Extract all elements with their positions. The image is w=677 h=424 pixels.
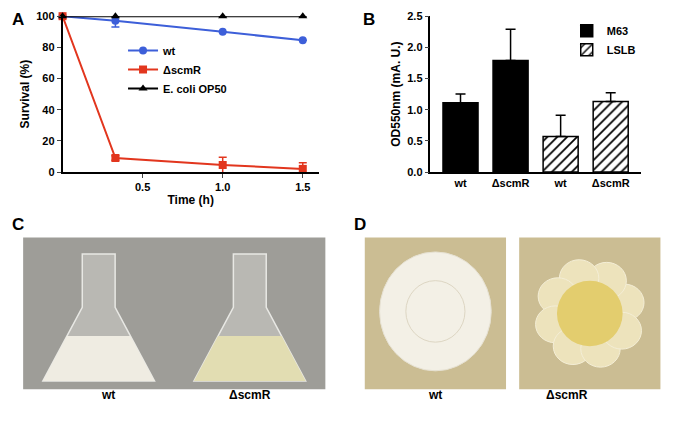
svg-text:1.5: 1.5 (295, 181, 310, 193)
svg-text:wt: wt (428, 388, 442, 402)
svg-text:Time (h): Time (h) (167, 193, 213, 207)
svg-text:ΔscmR: ΔscmR (163, 64, 201, 76)
svg-text:A: A (12, 10, 24, 29)
svg-text:C: C (12, 215, 24, 234)
svg-text:20: 20 (42, 135, 54, 147)
svg-text:Survival (%): Survival (%) (18, 60, 32, 129)
svg-text:1.0: 1.0 (407, 104, 422, 116)
svg-text:LSLB: LSLB (607, 44, 636, 56)
svg-text:ΔscmR: ΔscmR (229, 388, 271, 402)
svg-text:2.0: 2.0 (407, 41, 422, 53)
svg-text:B: B (363, 10, 375, 29)
svg-text:wt: wt (162, 45, 176, 57)
svg-text:2.5: 2.5 (407, 10, 422, 22)
svg-text:ΔscmR: ΔscmR (592, 177, 630, 189)
svg-text:ΔscmR: ΔscmR (492, 177, 530, 189)
svg-text:40: 40 (42, 104, 54, 116)
svg-text:80: 80 (42, 41, 54, 53)
svg-text:100: 100 (36, 10, 54, 22)
svg-text:60: 60 (42, 72, 54, 84)
svg-text:0: 0 (48, 166, 54, 178)
svg-text:D: D (354, 215, 366, 234)
svg-text:1.0: 1.0 (215, 181, 230, 193)
svg-text:M63: M63 (607, 25, 628, 37)
svg-text:0.5: 0.5 (407, 135, 422, 147)
svg-text:1.5: 1.5 (407, 72, 422, 84)
svg-text:ΔscmR: ΔscmR (546, 388, 588, 402)
svg-text:0.0: 0.0 (407, 166, 422, 178)
svg-text:OD550nm (mA. U.): OD550nm (mA. U.) (389, 41, 403, 146)
svg-text:wt: wt (554, 177, 568, 189)
svg-text:wt: wt (453, 177, 467, 189)
svg-text:E. coli OP50: E. coli OP50 (163, 83, 227, 95)
svg-text:0.5: 0.5 (135, 181, 150, 193)
svg-text:wt: wt (101, 388, 115, 402)
